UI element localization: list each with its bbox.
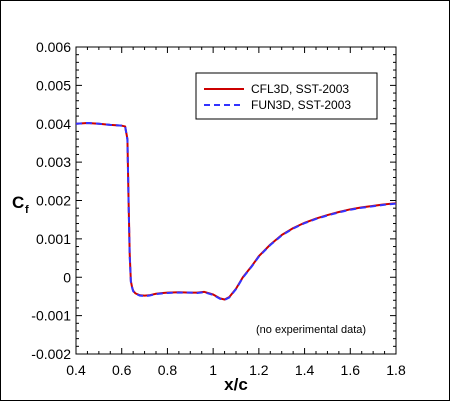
annotation-no-experimental-data: (no experimental data) [256,324,366,336]
series-layer [75,121,397,301]
x-tick-label: 1.2 [249,362,269,378]
y-axis-title-subscript: f [25,204,29,216]
x-tick-label: 1.8 [386,362,406,378]
legend-label-fun3d: FUN3D, SST-2003 [251,98,351,112]
y-tick-label: -0.002 [31,346,71,362]
y-tick-label: 0.003 [36,154,71,170]
y-tick-label: 0 [63,269,71,285]
series-line-cfl3d [75,121,397,301]
series-line-fun3d [75,121,397,301]
y-tick-label: -0.001 [31,308,71,324]
legend-label-cfl3d: CFL3D, SST-2003 [251,82,349,96]
y-tick-label: 0.002 [36,193,71,209]
x-tick-label: 0.4 [66,362,86,378]
legend-box [195,72,378,120]
y-tick-label: 0.001 [36,231,71,247]
x-tick-label: 0.6 [112,362,132,378]
y-tick-label: 0.004 [36,116,71,132]
x-tick-label: 1 [209,362,217,378]
x-tick-label: 0.8 [158,362,178,378]
legend: CFL3D, SST-2003 FUN3D, SST-2003 [195,72,378,120]
x-tick-label: 1.6 [341,362,361,378]
y-axis-title-main: C [12,193,24,212]
x-axis-title: x/c [224,375,248,394]
x-tick-labels: 0.4 0.6 0.8 1 1.2 1.4 1.6 1.8 [66,362,406,378]
axis-ticks [75,46,397,355]
y-axis-title: C f [12,193,29,216]
y-tick-labels: -0.002 -0.001 0 0.001 0.002 0.003 0.004 0.005 0.… [31,39,71,362]
y-tick-label: 0.005 [36,77,71,93]
x-tick-label: 1.4 [295,362,315,378]
y-tick-label: 0.006 [36,39,71,55]
